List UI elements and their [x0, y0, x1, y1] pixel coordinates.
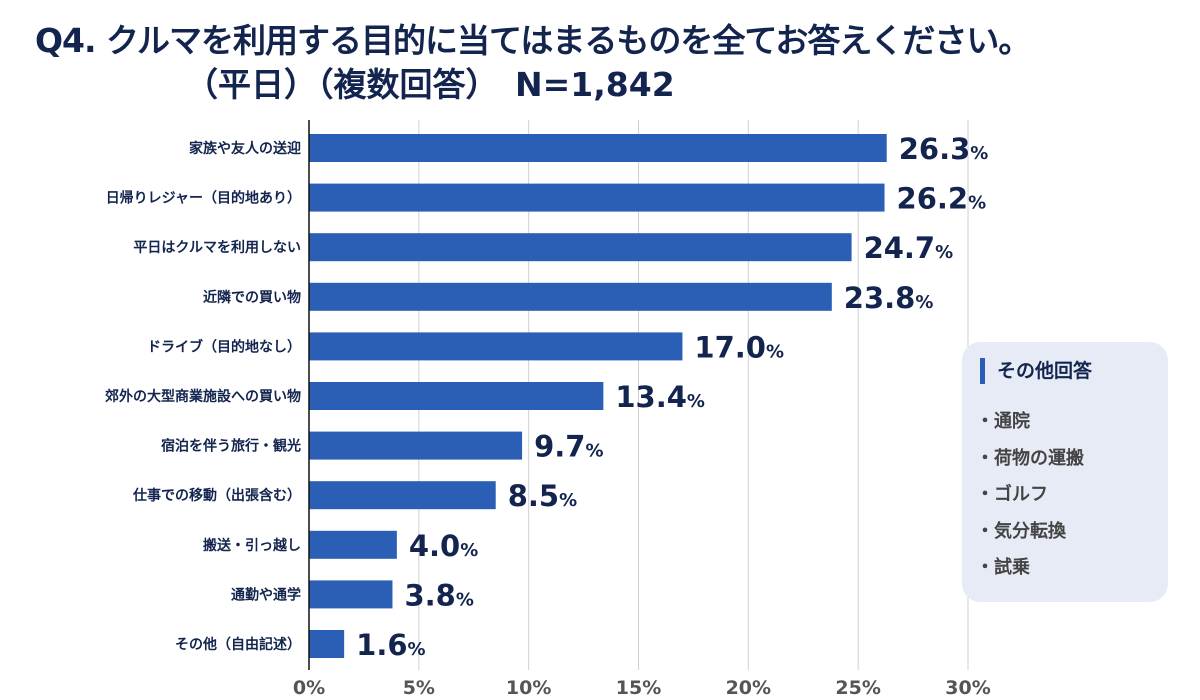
category-label: 日帰りレジャー（目的地あり）: [106, 190, 301, 207]
x-tick-label: 10%: [506, 677, 551, 699]
bar: [309, 134, 887, 162]
percent-sign: %: [408, 639, 426, 660]
other-answer-item: ・気分転換: [976, 520, 1066, 542]
x-tick-label: 5%: [403, 677, 435, 699]
category-label: 仕事での移動（出張含む）: [132, 487, 301, 504]
data-label: 24.7%: [864, 231, 954, 265]
x-tick-label: 30%: [945, 677, 990, 699]
other-answers-title: その他回答: [980, 358, 1092, 384]
data-label: 1.6%: [356, 628, 425, 662]
percent-sign: %: [766, 341, 784, 362]
data-label: 9.7%: [534, 430, 603, 464]
percent-sign: %: [970, 143, 988, 164]
other-answer-item: ・通院: [976, 411, 1030, 432]
x-tick-label: 0%: [293, 677, 325, 699]
other-answers-box: その他回答 ・通院 ・荷物の運搬 ・ゴルフ ・気分転換 ・試乗: [962, 342, 1168, 602]
category-label: 通勤や通学: [231, 586, 301, 603]
percent-sign: %: [456, 589, 474, 610]
data-label: 8.5%: [508, 479, 577, 513]
bar: [309, 233, 852, 262]
x-tick-label: 15%: [616, 677, 661, 699]
data-label: 26.2%: [897, 182, 987, 216]
other-answer-item: ・ゴルフ: [976, 484, 1048, 505]
data-label: 3.8%: [404, 578, 473, 612]
category-label: 平日はクルマを利用しない: [133, 239, 301, 256]
percent-sign: %: [968, 193, 986, 214]
title-line-2: （平日）（複数回答） N=1,842: [185, 65, 675, 104]
data-label: 13.4%: [615, 380, 705, 414]
category-label: 郊外の大型商業施設への買い物: [105, 388, 301, 405]
bar: [309, 530, 397, 559]
other-answer-item: ・試乗: [976, 557, 1030, 578]
x-tick-label: 20%: [726, 677, 771, 699]
category-label: 宿泊を伴う旅行・観光: [161, 438, 301, 455]
data-label: 23.8%: [844, 281, 934, 315]
percent-sign: %: [559, 490, 577, 511]
category-label: 搬送・引っ越し: [203, 537, 301, 554]
bar: [309, 580, 393, 609]
percent-sign: %: [935, 242, 953, 263]
category-label: 家族や友人の送迎: [189, 140, 301, 157]
category-label: その他（自由記述）: [175, 636, 301, 653]
category-label: ドライブ（目的地なし）: [147, 338, 301, 355]
bar: [309, 332, 683, 361]
bar: [309, 183, 885, 212]
category-label: 近隣での買い物: [203, 289, 301, 306]
bar: [309, 630, 345, 658]
bar: [309, 382, 604, 410]
data-label: 4.0%: [409, 529, 478, 563]
other-answers-list: ・通院 ・荷物の運搬 ・ゴルフ ・気分転換 ・試乗: [976, 404, 1084, 587]
bar: [309, 431, 523, 460]
x-tick-label: 25%: [835, 677, 880, 699]
percent-sign: %: [687, 391, 705, 412]
data-label: 17.0%: [694, 330, 784, 364]
title-line-1: Q4. クルマを利用する目的に当てはまるものを全てお答えください。: [35, 21, 1031, 60]
percent-sign: %: [915, 292, 933, 313]
other-answer-item: ・荷物の運搬: [976, 447, 1084, 469]
bar: [309, 282, 832, 311]
percent-sign: %: [460, 540, 478, 561]
bar: [309, 481, 496, 510]
data-label: 26.3%: [899, 132, 989, 166]
percent-sign: %: [585, 441, 603, 462]
